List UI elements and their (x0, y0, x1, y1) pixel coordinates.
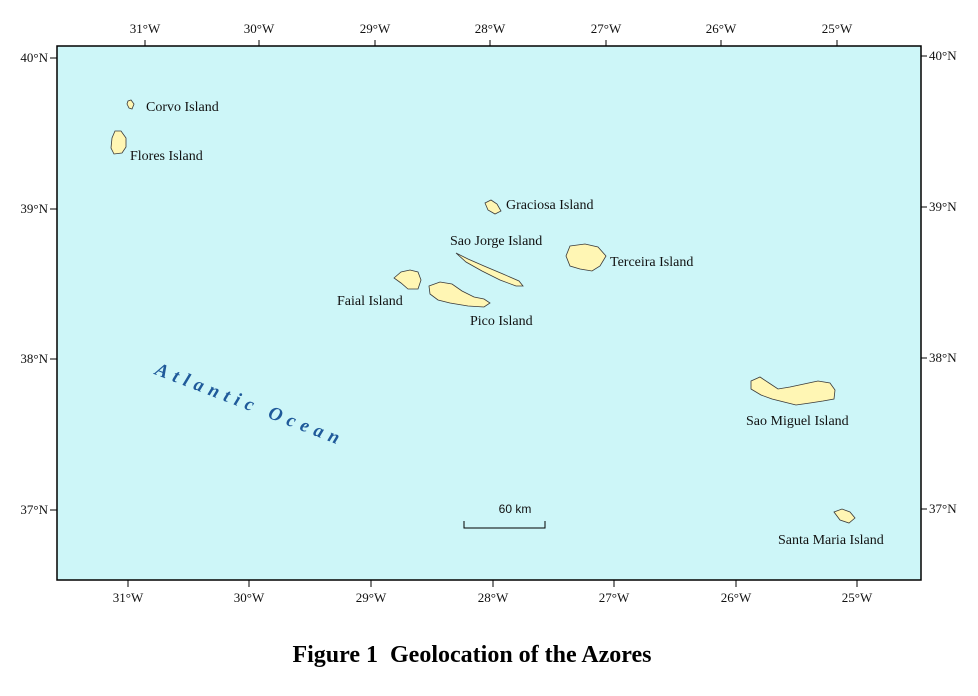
right-tick-label: 39°N (929, 199, 957, 214)
label-pico: Pico Island (470, 314, 533, 329)
island-corvo (126, 99, 135, 110)
scale-bar-line (463, 521, 546, 529)
bottom-tick-label: 25°W (842, 590, 873, 605)
left-tick-label: 40°N (20, 50, 48, 65)
left-tick-marks (50, 57, 57, 511)
label-santa-maria: Santa Maria Island (778, 533, 884, 548)
label-graciosa: Graciosa Island (506, 198, 593, 213)
top-tick-label: 27°W (591, 21, 622, 36)
label-flores: Flores Island (130, 149, 203, 164)
right-tick-label: 38°N (929, 350, 957, 365)
right-tick-label: 37°N (929, 501, 957, 516)
scale-bar: 60 km (463, 502, 546, 529)
left-tick-label: 37°N (20, 502, 48, 517)
right-tick-label: 40°N (929, 48, 957, 63)
island-sao-miguel (750, 376, 836, 406)
bottom-tick-label: 26°W (721, 590, 752, 605)
bottom-tick-label: 28°W (478, 590, 509, 605)
bottom-tick-label: 29°W (356, 590, 387, 605)
bottom-tick-label: 31°W (113, 590, 144, 605)
scale-bar-label: 60 km (499, 502, 532, 516)
right-tick-marks (921, 55, 927, 510)
top-tick-label: 26°W (706, 21, 737, 36)
island-graciosa (484, 199, 502, 215)
label-corvo: Corvo Island (146, 100, 219, 115)
left-tick-label: 39°N (20, 201, 48, 216)
island-flores (110, 130, 127, 155)
top-tick-label: 30°W (244, 21, 275, 36)
top-tick-label: 25°W (822, 21, 853, 36)
map-frame (56, 45, 922, 581)
top-tick-label: 28°W (475, 21, 506, 36)
island-faial (393, 269, 422, 290)
bottom-tick-label: 27°W (599, 590, 630, 605)
top-tick-label: 29°W (360, 21, 391, 36)
label-sao-jorge: Sao Jorge Island (450, 234, 542, 249)
top-tick-label: 31°W (130, 21, 161, 36)
label-sao-miguel: Sao Miguel Island (746, 414, 849, 429)
figure-caption: Figure 1 Geolocation of the Azores (292, 642, 652, 668)
label-faial: Faial Island (337, 294, 403, 309)
island-terceira (565, 243, 607, 272)
left-tick-label: 38°N (20, 351, 48, 366)
label-terceira: Terceira Island (610, 255, 693, 270)
bottom-tick-label: 30°W (234, 590, 265, 605)
top-tick-marks (144, 40, 838, 46)
bottom-tick-marks (127, 580, 858, 587)
map-figure: 31°W 30°W 29°W 28°W 27°W 26°W 25°W 31°W … (20, 21, 957, 605)
island-pico (428, 281, 491, 308)
island-santa-maria (833, 508, 856, 524)
island-sao-jorge (455, 252, 524, 287)
